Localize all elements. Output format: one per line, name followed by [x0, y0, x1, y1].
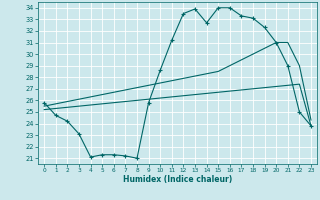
X-axis label: Humidex (Indice chaleur): Humidex (Indice chaleur): [123, 175, 232, 184]
